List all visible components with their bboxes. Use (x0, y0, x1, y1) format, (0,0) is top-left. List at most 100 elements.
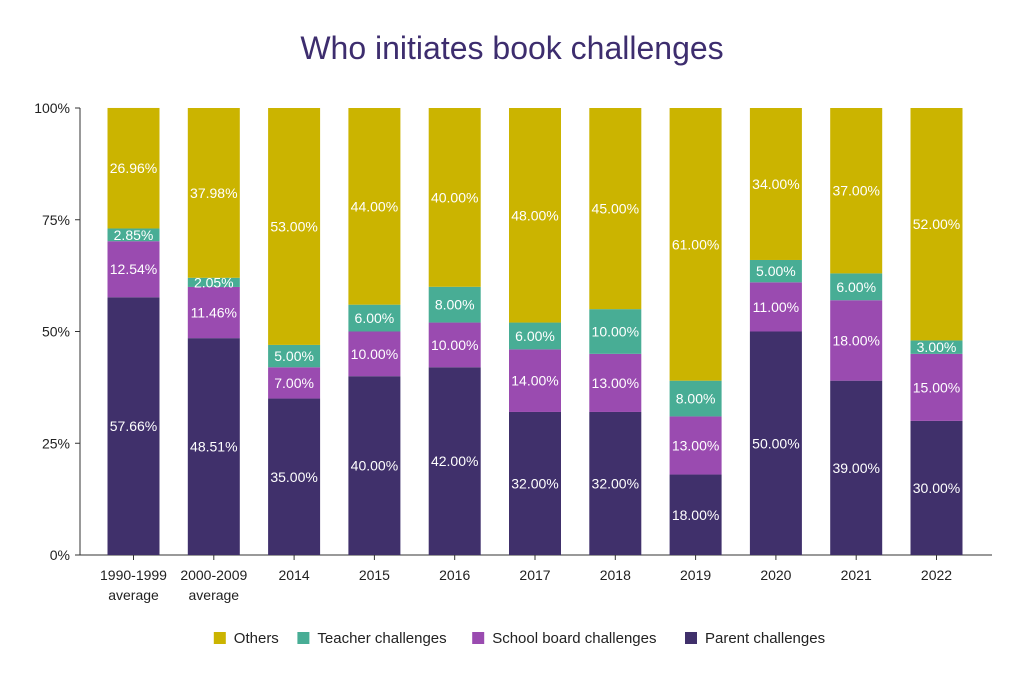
bar-segment-school-board-challenges (589, 353, 642, 412)
bar-segment-others (107, 107, 160, 229)
bar-segment-school-board-challenges (428, 322, 481, 368)
bar-segment-school-board-challenges (830, 300, 883, 381)
data-label-parent-challenges: 32.00% (592, 475, 639, 491)
bar-segment-parent-challenges (268, 398, 321, 555)
data-label-teacher-challenges: 3.00% (917, 339, 957, 355)
data-label-parent-challenges: 18.00% (672, 507, 719, 523)
bar-segment-school-board-challenges (669, 416, 722, 475)
legend-label-teacher-challenges: Teacher challenges (317, 630, 446, 647)
bar-segment-parent-challenges (910, 420, 963, 555)
data-label-teacher-challenges: 8.00% (676, 391, 716, 407)
x-tick-label: 2016 (439, 567, 470, 583)
data-label-school-board-challenges: 18.00% (832, 332, 879, 348)
data-label-school-board-challenges: 7.00% (274, 375, 314, 391)
data-label-parent-challenges: 35.00% (270, 469, 317, 485)
data-label-teacher-challenges: 6.00% (355, 310, 395, 326)
data-label-parent-challenges: 40.00% (351, 458, 398, 474)
bar-segment-teacher-challenges (830, 273, 883, 301)
legend-swatch-teacher-challenges (297, 632, 310, 644)
data-label-teacher-challenges: 10.00% (592, 324, 639, 340)
bar-segment-others (910, 108, 963, 341)
data-label-school-board-challenges: 11.00% (753, 299, 799, 315)
bar-segment-teacher-challenges (589, 309, 642, 354)
bar-segment-others (589, 108, 642, 310)
data-label-teacher-challenges: 5.00% (274, 348, 314, 364)
data-label-teacher-challenges: 8.00% (435, 297, 475, 313)
bar-segment-parent-challenges (187, 338, 240, 555)
data-label-school-board-challenges: 12.54% (110, 261, 157, 277)
data-label-others: 48.00% (511, 207, 558, 223)
bar-segment-school-board-challenges (268, 367, 321, 399)
legend-swatch-parent-challenges (685, 632, 697, 644)
x-tick-label: 2000-2009 (180, 567, 247, 583)
data-label-school-board-challenges: 11.46% (191, 305, 237, 321)
data-label-others: 53.00% (270, 218, 317, 234)
y-tick-label: 0% (50, 547, 70, 563)
data-label-parent-challenges: 32.00% (511, 475, 558, 491)
bar-segment-others (509, 108, 561, 323)
bar-segment-school-board-challenges (749, 282, 802, 332)
bar-segment-teacher-challenges (428, 286, 481, 323)
data-label-others: 37.00% (832, 183, 879, 199)
data-label-parent-challenges: 42.00% (431, 453, 478, 469)
x-tick-label: average (108, 587, 159, 603)
bar-segment-teacher-challenges (669, 380, 722, 417)
bar-segment-parent-challenges (509, 411, 561, 555)
data-label-teacher-challenges: 6.00% (515, 328, 555, 344)
bar-segment-teacher-challenges (749, 259, 802, 283)
data-label-others: 40.00% (431, 189, 478, 205)
data-label-parent-challenges: 39.00% (832, 460, 879, 476)
data-label-teacher-challenges: 5.00% (756, 263, 796, 279)
bar-segment-others (428, 108, 481, 287)
x-tick-label: 2021 (841, 567, 872, 583)
y-tick-label: 50% (42, 324, 70, 340)
bar-segment-parent-challenges (428, 367, 481, 555)
bar-segment-teacher-challenges (187, 277, 240, 287)
y-tick-label: 100% (34, 100, 70, 116)
data-label-others: 45.00% (592, 201, 639, 217)
x-tick-label: 2020 (760, 567, 791, 583)
x-tick-label: average (189, 587, 240, 603)
bar-segment-school-board-challenges (910, 353, 963, 421)
bar-segment-parent-challenges (669, 474, 722, 555)
data-label-school-board-challenges: 10.00% (431, 337, 478, 353)
legend-label-school-board-challenges: School board challenges (492, 630, 656, 647)
data-label-teacher-challenges: 6.00% (836, 279, 876, 295)
data-label-parent-challenges: 50.00% (752, 435, 799, 451)
x-tick-label: 2022 (921, 567, 952, 583)
bar-segment-others (187, 108, 240, 278)
bar-segment-teacher-challenges (910, 340, 963, 354)
y-tick-label: 75% (42, 212, 70, 228)
bar-segment-teacher-challenges (348, 304, 401, 332)
bar-segment-school-board-challenges (348, 331, 401, 377)
x-tick-label: 1990-1999 (100, 567, 167, 583)
bar-segment-school-board-challenges (107, 241, 160, 298)
bar-segment-teacher-challenges (107, 228, 160, 242)
data-label-others: 37.98% (190, 185, 237, 201)
data-label-parent-challenges: 48.51% (190, 439, 237, 455)
data-label-parent-challenges: 57.66% (110, 418, 157, 434)
x-tick-label: 2019 (680, 567, 711, 583)
data-label-parent-challenges: 30.00% (913, 480, 960, 496)
legend-label-parent-challenges: Parent challenges (705, 630, 825, 647)
bar-segment-others (669, 108, 722, 381)
bar-segment-others (348, 108, 401, 305)
data-label-teacher-challenges: 2.05% (194, 274, 234, 290)
data-label-others: 52.00% (913, 216, 960, 232)
x-tick-label: 2018 (600, 567, 631, 583)
data-label-others: 44.00% (351, 198, 398, 214)
bar-segment-parent-challenges (107, 297, 160, 555)
bar-segment-parent-challenges (589, 411, 642, 555)
bar-segment-teacher-challenges (509, 322, 561, 350)
data-label-school-board-challenges: 10.00% (351, 346, 398, 362)
bar-segment-others (830, 108, 883, 274)
bar-segment-others (749, 108, 802, 260)
x-tick-label: 2017 (519, 567, 550, 583)
data-label-school-board-challenges: 15.00% (913, 379, 960, 395)
x-tick-label: 2015 (359, 567, 390, 583)
data-label-teacher-challenges: 2.85% (114, 227, 154, 243)
bar-segment-parent-challenges (749, 331, 802, 555)
legend-swatch-others (213, 632, 226, 644)
